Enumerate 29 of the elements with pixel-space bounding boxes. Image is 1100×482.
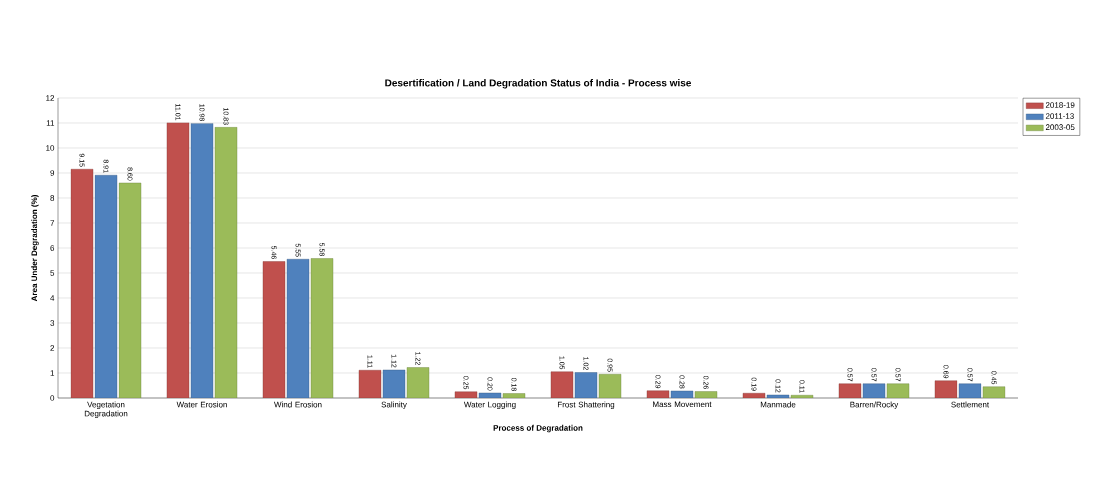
- y-tick-label: 9: [50, 170, 55, 176]
- legend-label: 2018-19: [1045, 102, 1075, 108]
- x-tick-label: Wind Erosion: [274, 401, 322, 408]
- x-tick-label: Water Logging: [463, 401, 516, 409]
- y-tick-label: 10: [46, 145, 55, 151]
- x-axis-title: Process of Degradation: [493, 424, 583, 433]
- y-tick-label: 11: [46, 120, 55, 126]
- y-tick-label: 12: [46, 95, 55, 101]
- y-tick-label: 1: [50, 370, 55, 376]
- x-tick-label: Vegetation Degradation: [84, 401, 128, 418]
- y-tick-label: 3: [50, 320, 55, 326]
- y-tick-label: 0: [50, 395, 55, 401]
- x-tick-label: Barren/Rocky: [850, 401, 899, 409]
- y-tick-label: 5: [50, 270, 55, 276]
- y-axis-title: Area Under Degradation (%): [31, 195, 39, 302]
- legend-label: 2011-13: [1045, 113, 1074, 119]
- y-tick-label: 2: [50, 345, 55, 351]
- y-tick-label: 8: [50, 195, 55, 201]
- legend-label: 2003-05: [1045, 124, 1075, 131]
- x-tick-label: Salinity: [381, 401, 407, 409]
- x-tick-label: Frost Shattering: [557, 401, 615, 409]
- chart-title: Desertification / Land Degradation Status of India - Process wise: [385, 79, 692, 89]
- x-tick-label: Mass Movement: [653, 401, 712, 408]
- y-tick-label: 7: [50, 220, 55, 226]
- y-tick-label: 6: [50, 245, 55, 251]
- x-tick-label: Manmade: [760, 401, 796, 408]
- y-tick-label: 4: [50, 295, 55, 301]
- x-tick-label: Water Erosion: [176, 401, 227, 408]
- x-tick-label: Settlement: [951, 401, 990, 408]
